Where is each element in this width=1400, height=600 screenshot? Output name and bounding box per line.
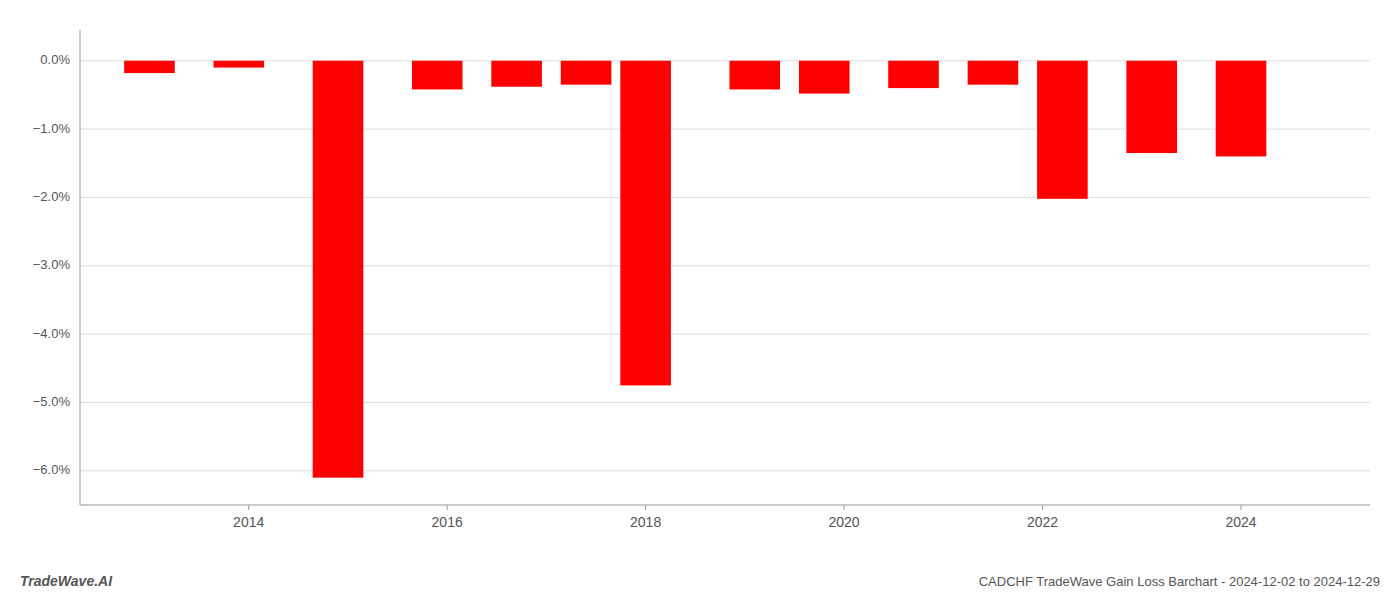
bar (491, 61, 542, 87)
bar (729, 61, 780, 90)
bar (1126, 61, 1177, 153)
bar (124, 61, 175, 73)
x-tick-label: 2016 (432, 514, 463, 530)
y-grid (80, 61, 1370, 471)
bar (561, 61, 612, 85)
x-tick-label: 2018 (630, 514, 661, 530)
bar (1216, 61, 1267, 157)
x-tick-label: 2020 (828, 514, 859, 530)
bar (313, 61, 364, 478)
bar (213, 61, 264, 68)
y-tick-label: −3.0% (33, 257, 71, 272)
bars (124, 61, 1266, 478)
grid-line (80, 334, 1370, 335)
grid-line (80, 470, 1370, 471)
bar (1037, 61, 1088, 199)
x-tick (248, 505, 249, 510)
x-tick (844, 505, 845, 510)
x-tick (1241, 505, 1242, 510)
y-tick-label: −4.0% (33, 326, 71, 341)
y-tick-label: −1.0% (33, 121, 71, 136)
x-tick (447, 505, 448, 510)
title: CADCHF TradeWave Gain Loss Barchart - 20… (979, 574, 1380, 589)
bar (412, 61, 463, 90)
watermark: TradeWave.AI (20, 573, 113, 589)
x-tick-label: 2014 (233, 514, 264, 530)
x-tick (1042, 505, 1043, 510)
chart-svg: 0.0%−1.0%−2.0%−3.0%−4.0%−5.0%−6.0%201420… (0, 0, 1400, 600)
bar (799, 61, 850, 94)
y-axis-line (80, 30, 81, 505)
x-axis-line (80, 505, 1370, 506)
x-tick-label: 2022 (1027, 514, 1058, 530)
bar (620, 61, 671, 386)
y-tick-labels: 0.0% −1.0% −2.0% −3.0% −4.0% −5.0% −6.0% (33, 52, 71, 477)
x-ticks: 2014 2016 2018 2020 2022 2024 (233, 505, 1257, 530)
chart-container: 0.0%−1.0%−2.0%−3.0%−4.0%−5.0%−6.0%201420… (0, 0, 1400, 600)
bar (888, 61, 939, 88)
grid-line (80, 265, 1370, 266)
y-tick-label: −6.0% (33, 462, 71, 477)
x-tick-label: 2024 (1225, 514, 1256, 530)
x-tick (645, 505, 646, 510)
grid-line (80, 402, 1370, 403)
y-tick-label: −2.0% (33, 189, 71, 204)
grid-line (80, 197, 1370, 198)
y-tick-label: −5.0% (33, 394, 71, 409)
y-tick-label: 0.0% (40, 52, 70, 67)
bar (968, 61, 1019, 85)
